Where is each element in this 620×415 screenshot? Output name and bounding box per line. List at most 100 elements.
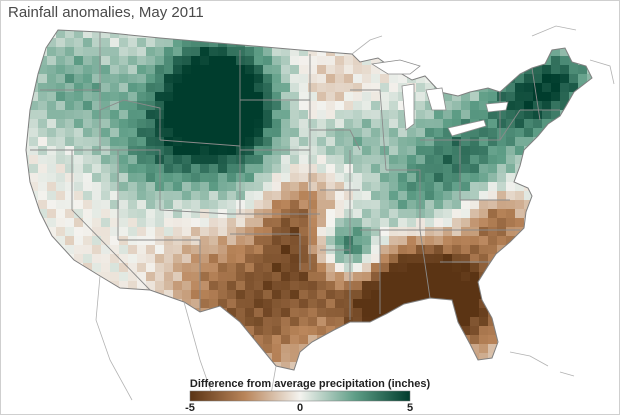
- anomaly-cell: [461, 101, 471, 111]
- anomaly-cell: [542, 47, 552, 57]
- anomaly-cell: [398, 344, 408, 354]
- anomaly-cell: [416, 317, 426, 327]
- anomaly-cell: [479, 353, 489, 363]
- anomaly-cell: [308, 281, 318, 291]
- anomaly-cell: [272, 281, 282, 291]
- anomaly-cell: [497, 353, 507, 363]
- anomaly-cell: [299, 83, 309, 93]
- anomaly-cell: [596, 209, 606, 219]
- anomaly-cell: [227, 155, 237, 165]
- anomaly-cell: [434, 254, 444, 264]
- anomaly-cell: [308, 128, 318, 138]
- anomaly-cell: [101, 119, 111, 129]
- anomaly-cell: [47, 326, 57, 336]
- anomaly-cell: [560, 344, 570, 354]
- anomaly-cell: [26, 101, 30, 111]
- anomaly-cell: [218, 20, 228, 30]
- in-border: [386, 169, 421, 230]
- anomaly-cell: [56, 254, 66, 264]
- anomaly-cell: [281, 308, 291, 318]
- anomaly-cell: [182, 38, 192, 48]
- anomaly-cell: [119, 47, 129, 57]
- anomaly-cell: [290, 128, 300, 138]
- anomaly-cell: [128, 326, 138, 336]
- anomaly-cell: [380, 272, 390, 282]
- anomaly-cell: [389, 164, 399, 174]
- anomaly-cell: [461, 20, 471, 30]
- anomaly-cell: [515, 362, 525, 370]
- anomaly-cell: [119, 65, 129, 75]
- anomaly-cell: [371, 119, 381, 129]
- anomaly-cell: [191, 227, 201, 237]
- anomaly-cell: [317, 30, 327, 39]
- anomaly-cell: [191, 200, 201, 210]
- anomaly-cell: [218, 245, 228, 255]
- anomaly-cell: [380, 164, 390, 174]
- anomaly-cell: [227, 299, 237, 309]
- anomaly-cell: [155, 272, 165, 282]
- anomaly-cell: [47, 56, 57, 66]
- anomaly-cell: [26, 110, 30, 120]
- anomaly-cell: [281, 236, 291, 246]
- anomaly-cell: [488, 65, 498, 75]
- anomaly-cell: [56, 128, 66, 138]
- anomaly-cell: [209, 182, 219, 192]
- anomaly-cell: [65, 245, 75, 255]
- anomaly-cell: [101, 209, 111, 219]
- anomaly-cell: [119, 74, 129, 84]
- anomaly-cell: [434, 128, 444, 138]
- anomaly-cell: [452, 101, 462, 111]
- anomaly-cell: [74, 335, 84, 345]
- anomaly-cell: [551, 317, 561, 327]
- anomaly-cell: [191, 335, 201, 345]
- anomaly-cell: [137, 326, 147, 336]
- anomaly-cell: [101, 254, 111, 264]
- anomaly-cell: [200, 101, 210, 111]
- anomaly-cell: [272, 353, 282, 363]
- anomaly-cell: [191, 245, 201, 255]
- anomaly-cell: [146, 299, 156, 309]
- anomaly-cell: [371, 47, 381, 57]
- anomaly-cell: [146, 155, 156, 165]
- anomaly-cell: [38, 65, 48, 75]
- anomaly-cell: [254, 182, 264, 192]
- anomaly-cell: [110, 272, 120, 282]
- anomaly-cell: [26, 30, 30, 39]
- anomaly-cell: [515, 65, 525, 75]
- anomaly-cell: [371, 209, 381, 219]
- anomaly-cell: [461, 218, 471, 228]
- anomaly-cell: [578, 227, 588, 237]
- anomaly-cell: [506, 47, 516, 57]
- anomaly-cell: [308, 317, 318, 327]
- anomaly-cell: [461, 272, 471, 282]
- anomaly-cell: [461, 245, 471, 255]
- anomaly-cell: [101, 218, 111, 228]
- anomaly-cell: [326, 128, 336, 138]
- anomaly-cell: [290, 281, 300, 291]
- anomaly-cell: [182, 83, 192, 93]
- anomaly-cell: [497, 263, 507, 273]
- anomaly-cell: [578, 299, 588, 309]
- anomaly-cell: [146, 227, 156, 237]
- anomaly-cell: [488, 209, 498, 219]
- anomaly-cell: [335, 200, 345, 210]
- anomaly-cell: [290, 236, 300, 246]
- anomaly-cell: [200, 209, 210, 219]
- anomaly-cell: [578, 326, 588, 336]
- anomaly-cell: [92, 92, 102, 102]
- anomaly-cell: [299, 47, 309, 57]
- anomaly-cell: [56, 191, 66, 201]
- anomaly-cell: [272, 83, 282, 93]
- anomaly-cell: [26, 317, 30, 327]
- anomaly-cell: [38, 263, 48, 273]
- anomaly-cell: [272, 317, 282, 327]
- anomaly-cell: [128, 317, 138, 327]
- anomaly-cell: [218, 263, 228, 273]
- anomaly-cell: [488, 38, 498, 48]
- anomaly-cell: [227, 254, 237, 264]
- anomaly-cell: [29, 317, 39, 327]
- anomaly-cell: [191, 236, 201, 246]
- anomaly-cell: [83, 353, 93, 363]
- anomaly-cell: [56, 299, 66, 309]
- anomaly-cell: [587, 272, 592, 282]
